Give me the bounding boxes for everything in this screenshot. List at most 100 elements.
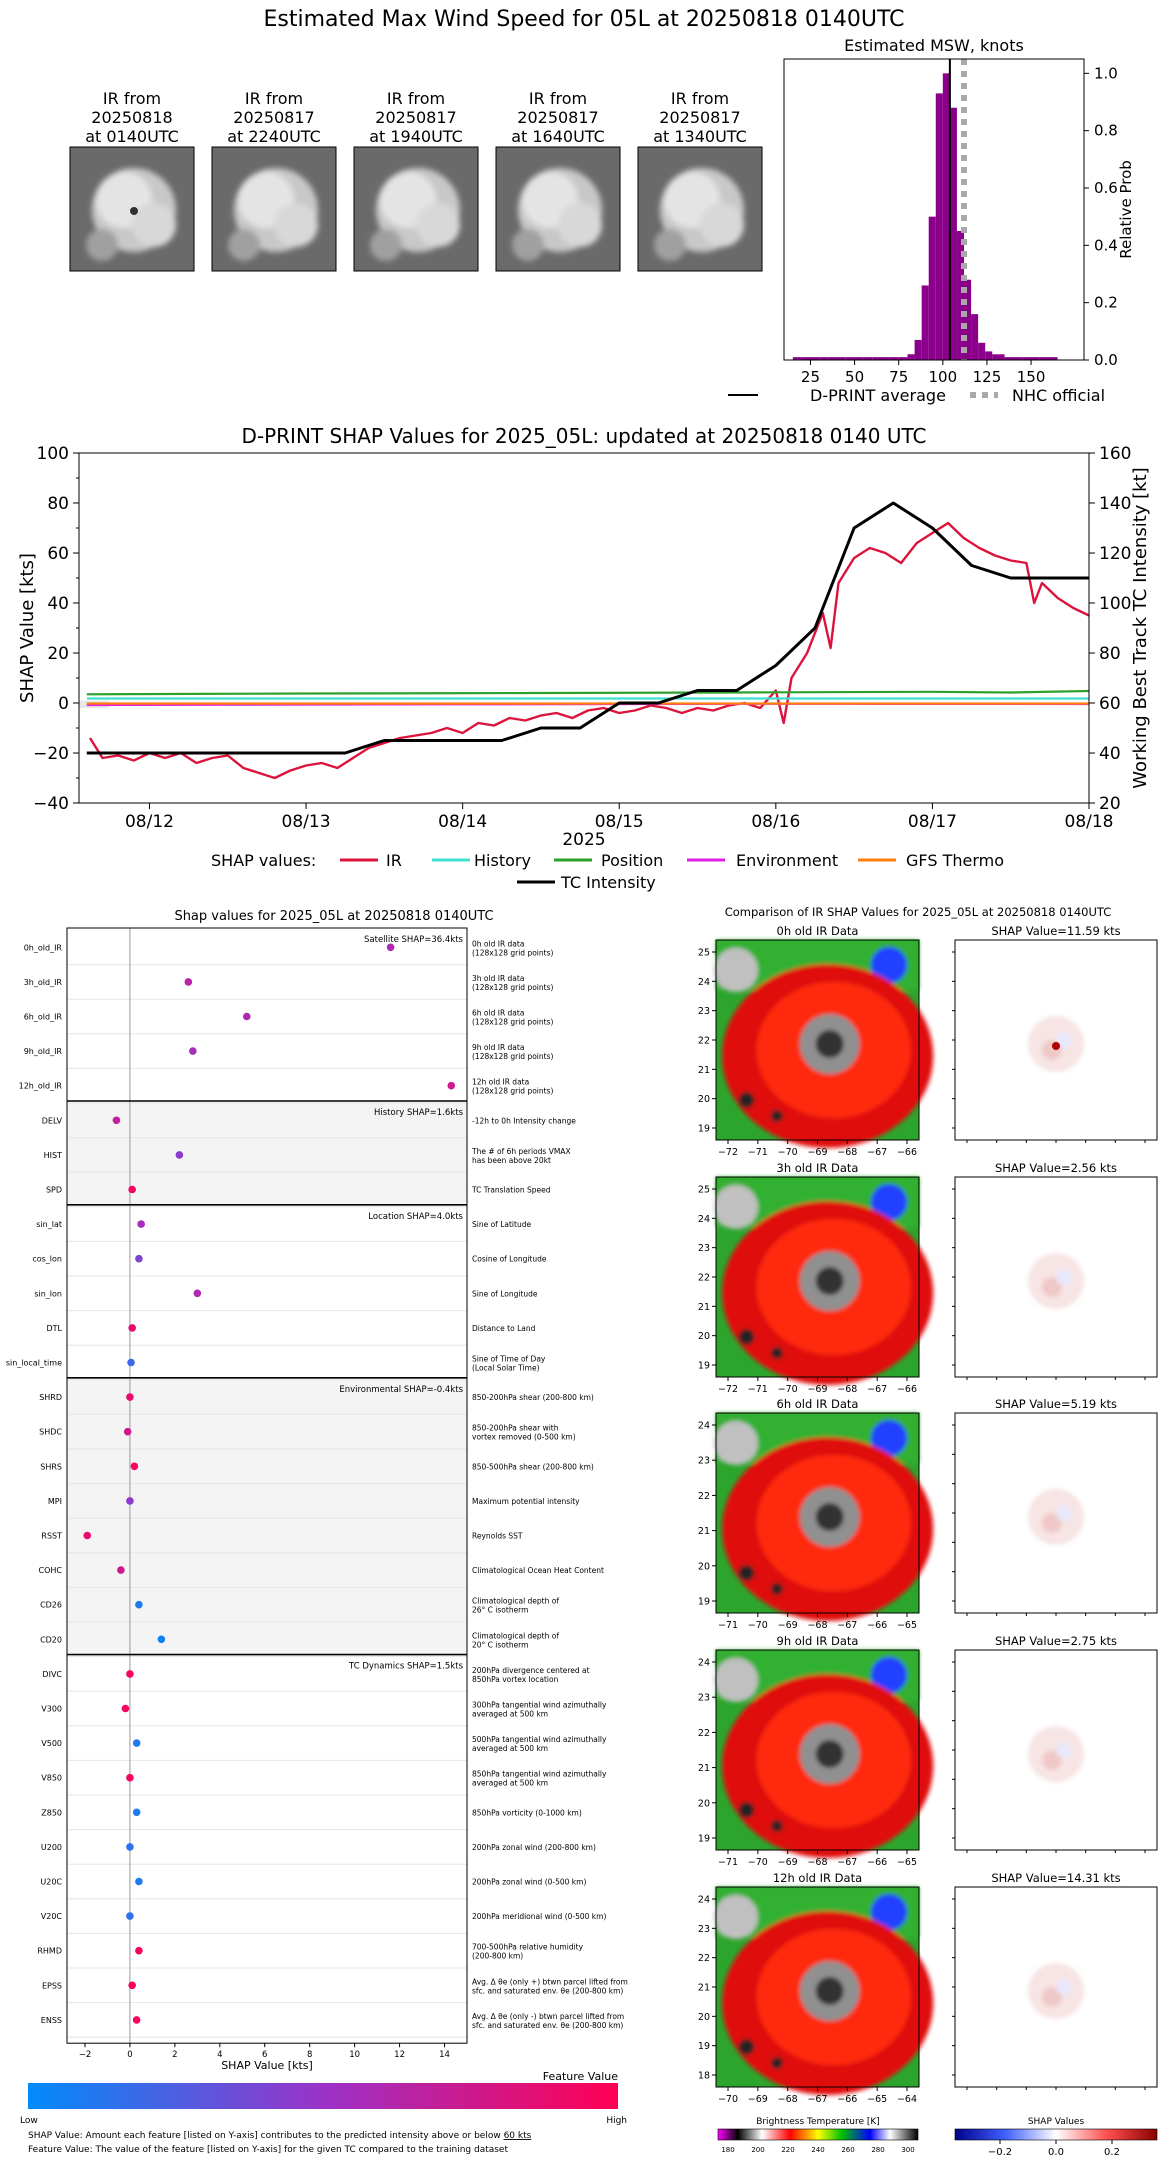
ir-image <box>714 1650 934 1858</box>
feature-shap-panel: 0h_old_IR 0h old IR data(128x128 grid poi… <box>6 927 628 2072</box>
feature-desc: -12h to 0h Intensity change <box>472 1116 576 1125</box>
feature-desc: averaged at 500 km <box>472 1744 548 1753</box>
feature-desc: Sine of Time of Day <box>472 1355 546 1364</box>
shap-point <box>447 1081 456 1090</box>
ir-cold-band <box>871 947 907 983</box>
colorbar-gradient <box>28 2083 618 2109</box>
feature-label: V850 <box>41 1774 62 1783</box>
legend-environment: Environment <box>736 851 838 870</box>
ir-y-tick-label: 24 <box>698 1421 710 1432</box>
ir-cloud <box>714 1185 758 1229</box>
shap-row-title: SHAP Value=11.59 kts <box>991 924 1120 938</box>
ir-row-title: 6h old IR Data <box>777 1397 859 1411</box>
ir-y-tick-label: 23 <box>698 1693 710 1704</box>
thumb-line1: IR from <box>671 89 729 108</box>
ir-cold-band <box>871 1894 907 1930</box>
feature-desc: 850hPa vorticity (0-1000 km) <box>472 1808 582 1817</box>
series-position <box>86 689 1090 696</box>
thumb-clouds <box>512 168 602 261</box>
feature-label: DIVC <box>42 1670 62 1679</box>
histogram-bar <box>889 357 899 360</box>
ir-x-tick-label: −70 <box>778 1384 798 1395</box>
feature-desc: sfc. and saturated env. θe (200-800 km) <box>472 2021 623 2030</box>
feature-desc: 500hPa tangential wind azimuthally <box>472 1735 607 1744</box>
cloud-band <box>416 203 460 247</box>
ir-y-tick-label: 23 <box>698 1924 710 1935</box>
shap-blob <box>1056 1505 1073 1521</box>
feature-desc: Sine of Latitude <box>472 1220 531 1229</box>
histogram-bar <box>801 357 811 360</box>
ir-x-tick-label: −68 <box>778 2094 798 2105</box>
feature-desc: Cosine of Longitude <box>472 1255 547 1264</box>
feature-desc: Climatological Ocean Heat Content <box>472 1566 604 1575</box>
y-tick-label: 100 <box>37 444 69 464</box>
feature-label: 6h_old_IR <box>24 1013 63 1022</box>
histogram-bar <box>792 357 802 360</box>
ir-x-tick-label: −68 <box>807 1620 827 1631</box>
feature-desc: Climatological depth of <box>472 1597 559 1606</box>
x-tick-label: 08/16 <box>751 812 800 832</box>
feature-desc: TC Translation Speed <box>471 1186 551 1195</box>
shap-map-pattern <box>1028 1253 1084 1309</box>
feature-label: 9h_old_IR <box>24 1047 63 1056</box>
x-axis-label: 2025 <box>562 830 605 850</box>
shap-point <box>184 978 193 986</box>
thumb-border <box>495 146 621 272</box>
ir-x-tick-label: −66 <box>897 1147 917 1158</box>
histogram-bar <box>949 107 957 360</box>
legend-ir: IR <box>386 851 402 870</box>
ir-x-tick-label: −70 <box>748 1857 768 1868</box>
shap-point <box>132 1808 141 1817</box>
y2-tick-label: 60 <box>1099 694 1121 714</box>
thumb-line1: IR from <box>245 89 303 108</box>
thumb-line2: 20250817 <box>517 108 598 127</box>
legend-position: Position <box>601 851 663 870</box>
ir-row-title: 3h old IR Data <box>777 1161 859 1175</box>
feature-desc: 20° C isotherm <box>472 1640 528 1649</box>
shap-point <box>137 1220 145 1228</box>
ir-image <box>714 1887 934 2095</box>
x-tick-label: 6 <box>262 2050 267 2060</box>
sv-tick-label: −0.2 <box>988 2147 1012 2158</box>
y-tick-label: 60 <box>47 544 69 564</box>
shap-point <box>193 1289 202 1298</box>
ir-y-tick-label: 20 <box>698 1331 710 1342</box>
feature-label: sin_lat <box>36 1220 62 1229</box>
main-title: Estimated Max Wind Speed for 05L at 2025… <box>263 7 904 32</box>
ir-x-tick-label: −71 <box>718 1857 738 1868</box>
ir-y-tick-label: 20 <box>698 2012 710 2023</box>
x-tick-label: 08/18 <box>1065 812 1114 832</box>
feature-desc: (200-800 km) <box>472 1952 523 1961</box>
ir-eye <box>815 1503 844 1531</box>
ir-y-tick-label: 19 <box>698 1361 710 1372</box>
cloud-outer <box>228 229 260 261</box>
histogram-bar <box>845 357 855 360</box>
feature-label: 0h_old_IR <box>24 943 63 952</box>
y2-tick-label: 40 <box>1099 744 1121 764</box>
feature-desc: Maximum potential intensity <box>472 1497 580 1506</box>
ir-cloud <box>714 1895 758 1939</box>
ir-y-tick-label: 19 <box>698 1124 710 1135</box>
y-axis-label: Relative Prob <box>1117 160 1135 259</box>
legend-history: History <box>474 851 531 870</box>
histogram-bar <box>836 357 846 360</box>
ir-y-tick-label: 22 <box>698 1036 710 1047</box>
thumb-line3: at 2240UTC <box>227 127 321 146</box>
ir-y-tick-label: 18 <box>698 2071 710 2082</box>
x-tick-label: 125 <box>973 368 1002 386</box>
ir-spot <box>738 1092 755 1108</box>
ir-spot <box>770 1347 783 1359</box>
ir-y-tick-label: 23 <box>698 1006 710 1017</box>
feature-desc: Avg. Δ θe (only -) btwn parcel lifted fr… <box>472 2012 624 2021</box>
ir-cold-band <box>871 1420 907 1456</box>
shap-point <box>126 1843 134 1851</box>
footnote-2: Feature Value: The value of the feature … <box>28 2145 508 2155</box>
msw-histogram: Estimated MSW, knots 25 50 75 100 125 150 0.0 0.… <box>728 36 1135 405</box>
ir-spot <box>770 2057 783 2069</box>
ir-x-tick-label: −67 <box>837 1857 857 1868</box>
feature-desc: (128x128 grid points) <box>472 983 553 992</box>
histogram-title: Estimated MSW, knots <box>844 36 1024 55</box>
y-tick-label: −40 <box>33 794 69 814</box>
feature-desc: Climatological depth of <box>472 1631 559 1640</box>
